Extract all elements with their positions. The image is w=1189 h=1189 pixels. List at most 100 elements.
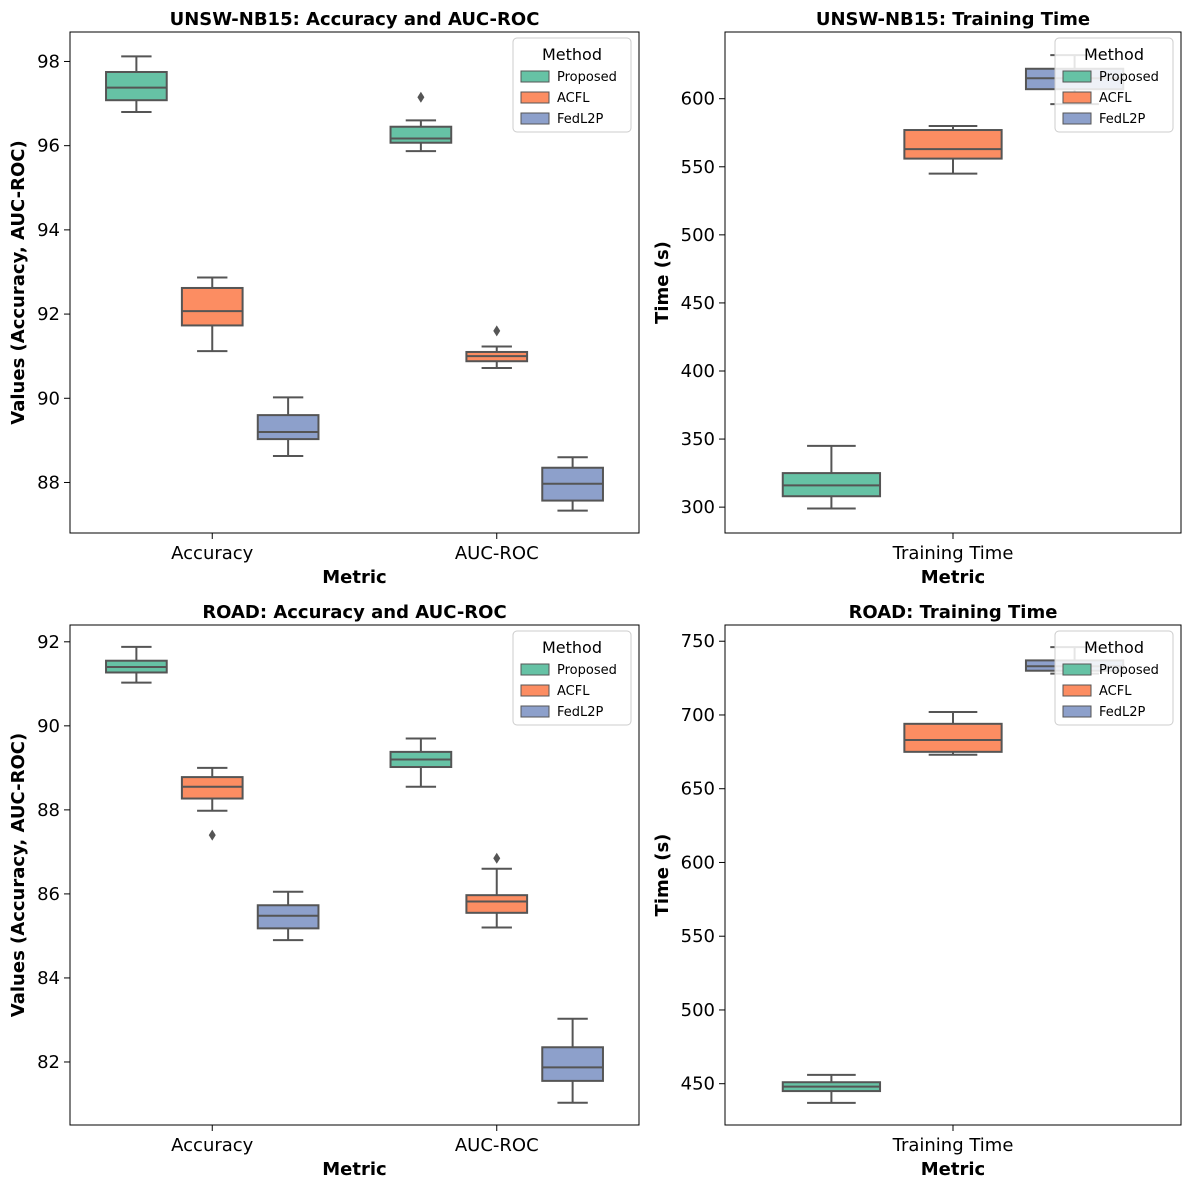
box-acfl-training-time (903, 124, 1003, 175)
x-tick-label: Accuracy (171, 1135, 254, 1156)
legend-frame (1054, 630, 1174, 726)
legend-frame (1054, 37, 1174, 133)
outlier-marker (208, 829, 216, 841)
x-tick-label: AUC-ROC (455, 1135, 539, 1156)
legend-swatch-acfl (520, 684, 550, 697)
legend-entry-acfl: ACFL (557, 91, 590, 106)
plot-frame (69, 31, 640, 534)
box-body (903, 722, 1003, 753)
y-tick-label: 450 (681, 1074, 715, 1095)
x-axis-label: Metric (322, 567, 386, 588)
box-body (389, 125, 453, 144)
x-axis-label: Metric (921, 567, 985, 588)
legend-entry-fedl2p: FedL2P (1099, 112, 1146, 127)
chart-title: ROAD: Training Time (849, 602, 1058, 623)
box-proposed-auc-roc (389, 91, 453, 153)
x-tick-label: Training Time (892, 1135, 1014, 1156)
legend-swatch-fedl2p (1062, 705, 1092, 718)
box-body (256, 904, 320, 930)
box-acfl-accuracy (180, 276, 244, 353)
legend-entry-proposed: Proposed (557, 663, 617, 678)
y-tick-label: 84 (37, 968, 60, 989)
y-tick-label: 96 (37, 136, 60, 157)
box-body (180, 286, 244, 327)
box-proposed-accuracy (105, 645, 168, 684)
legend-swatch-proposed (520, 70, 550, 83)
box-body (465, 894, 529, 914)
box-acfl-auc-roc (465, 852, 529, 929)
y-tick-label: 90 (37, 388, 60, 409)
legend-entry-proposed: Proposed (1099, 663, 1159, 678)
legend-title: Method (542, 45, 602, 64)
plot-frame (724, 624, 1182, 1126)
legend-entry-proposed: Proposed (1099, 70, 1159, 85)
legend: Method Proposed ACFL FedL2P (512, 37, 632, 133)
legend-entry-fedl2p: FedL2P (557, 112, 604, 127)
box-acfl-training-time (903, 711, 1003, 756)
y-tick-label: 750 (681, 631, 715, 652)
legend-swatch-acfl (1062, 684, 1092, 697)
y-tick-label: 94 (37, 220, 60, 241)
y-tick-label: 86 (37, 884, 60, 905)
legend-swatch-fedl2p (520, 705, 550, 718)
y-tick-label: 650 (681, 779, 715, 800)
box-acfl-auc-roc (465, 325, 529, 369)
chart-title: UNSW-NB15: Accuracy and AUC-ROC (170, 9, 540, 30)
legend-title: Method (542, 638, 602, 657)
box-fedl2p-accuracy (256, 396, 320, 457)
legend-swatch-proposed (1062, 70, 1092, 83)
legend: Method Proposed ACFL FedL2P (1054, 37, 1174, 133)
y-tick-label: 92 (37, 304, 60, 325)
legend-entry-fedl2p: FedL2P (557, 705, 604, 720)
y-tick-label: 600 (681, 852, 715, 873)
y-axis-label: Time (s) (652, 834, 673, 917)
legend-swatch-fedl2p (520, 112, 550, 125)
legend-swatch-proposed (1062, 663, 1092, 676)
y-tick-label: 600 (681, 89, 715, 110)
chart-panel-1: UNSW-NB15: Accuracy and AUC-ROC 88 90 92 94 9… (8, 9, 640, 588)
y-tick-label: 98 (37, 51, 60, 72)
plot-frame (69, 624, 640, 1126)
box-body (256, 414, 320, 441)
y-tick-label: 88 (37, 800, 60, 821)
x-tick-label: Training Time (892, 543, 1014, 564)
legend-title: Method (1084, 638, 1144, 657)
box-fedl2p-accuracy (256, 890, 320, 942)
box-fedl2p-auc-roc (541, 1017, 604, 1104)
plot-frame (724, 31, 1182, 534)
y-tick-label: 92 (37, 632, 60, 653)
box-proposed-training-time (781, 444, 882, 510)
box-proposed-accuracy (105, 55, 168, 113)
x-axis-label: Metric (921, 1159, 985, 1180)
y-tick-label: 90 (37, 716, 60, 737)
legend-title: Method (1084, 45, 1144, 64)
chart-title: UNSW-NB15: Training Time (816, 9, 1090, 30)
y-tick-label: 350 (681, 429, 715, 450)
x-tick-label: AUC-ROC (455, 543, 539, 564)
chart-panel-2: UNSW-NB15: Training Time 300 350 400 450 500 5… (652, 9, 1182, 588)
y-tick-label: 550 (681, 157, 715, 178)
box-proposed-training-time (781, 1073, 882, 1104)
legend-entry-acfl: ACFL (557, 684, 590, 699)
legend: Method Proposed ACFL FedL2P (1054, 630, 1174, 726)
y-axis-label: Values (Accuracy, AUC-ROC) (8, 733, 29, 1017)
box-body (903, 129, 1003, 160)
box-body (105, 70, 168, 102)
y-tick-label: 500 (681, 225, 715, 246)
y-axis-label: Values (Accuracy, AUC-ROC) (8, 140, 29, 424)
chart-title: ROAD: Accuracy and AUC-ROC (202, 602, 506, 623)
box-body (180, 776, 244, 800)
legend-frame (512, 37, 632, 133)
outlier-marker (417, 91, 425, 103)
legend-swatch-proposed (520, 663, 550, 676)
y-tick-label: 500 (681, 1000, 715, 1021)
x-axis-label: Metric (322, 1159, 386, 1180)
legend-swatch-acfl (520, 91, 550, 104)
chart-panel-4: ROAD: Training Time 450 500 550 600 650 700 750… (652, 602, 1182, 1180)
legend: Method Proposed ACFL FedL2P (512, 630, 632, 726)
y-tick-label: 400 (681, 361, 715, 382)
box-fedl2p-auc-roc (541, 456, 604, 512)
legend-entry-proposed: Proposed (557, 70, 617, 85)
y-tick-label: 300 (681, 497, 715, 518)
